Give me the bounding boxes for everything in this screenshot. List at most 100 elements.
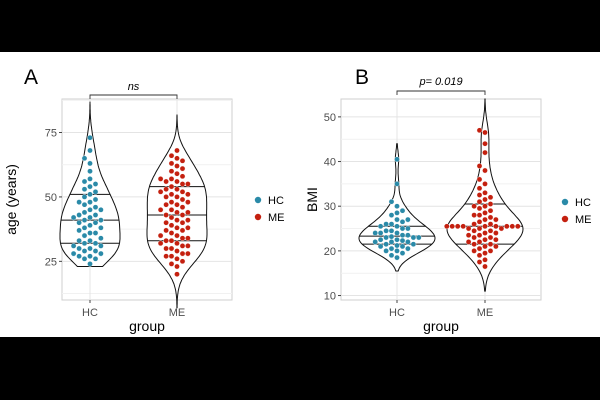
data-point-HC — [92, 181, 99, 187]
y-axis-title: age (years) — [3, 164, 19, 235]
data-point-HC — [92, 219, 99, 226]
x-tick-label: ME — [169, 307, 186, 319]
data-point-ME — [157, 188, 164, 195]
data-point-ME — [157, 206, 164, 213]
data-point-ME — [476, 163, 483, 169]
data-point-ME — [185, 217, 191, 223]
data-point-ME — [476, 127, 483, 134]
data-point-HC — [87, 253, 93, 259]
data-point-ME — [482, 210, 488, 216]
data-point-ME — [174, 201, 180, 208]
data-point-ME — [471, 227, 477, 234]
data-point-ME — [465, 225, 472, 232]
y-tick-label: 40 — [324, 157, 336, 169]
data-point-HC — [394, 254, 400, 261]
data-point-ME — [471, 221, 477, 227]
data-point-ME — [482, 181, 488, 187]
data-point-ME — [174, 194, 180, 200]
data-point-HC — [87, 134, 93, 141]
data-point-ME — [465, 232, 472, 238]
data-point-HC — [76, 219, 82, 226]
data-point-HC — [98, 224, 104, 231]
data-point-ME — [471, 203, 477, 209]
significance-label: p= 0.019 — [418, 76, 462, 88]
data-point-HC — [81, 178, 88, 185]
data-point-ME — [174, 255, 180, 262]
data-point-HC — [92, 230, 99, 236]
data-point-ME — [174, 163, 180, 169]
data-point-HC — [372, 239, 379, 245]
data-point-ME — [168, 168, 175, 174]
data-point-HC — [98, 243, 104, 249]
data-point-ME — [482, 140, 488, 147]
data-point-ME — [174, 248, 180, 254]
data-point-HC — [377, 223, 384, 230]
data-point-ME — [185, 243, 191, 249]
data-point-HC — [87, 191, 93, 198]
data-point-ME — [471, 241, 477, 247]
data-point-HC — [394, 242, 400, 249]
data-point-HC — [87, 245, 93, 252]
data-point-ME — [168, 183, 175, 190]
data-point-ME — [487, 234, 494, 241]
data-point-HC — [383, 234, 389, 241]
data-point-HC — [81, 209, 88, 216]
data-point-HC — [92, 248, 99, 254]
legend-label-HC: HC — [575, 197, 591, 209]
data-point-ME — [476, 198, 483, 205]
data-point-ME — [179, 181, 186, 187]
data-point-HC — [87, 237, 93, 244]
data-point-ME — [174, 147, 180, 154]
data-point-ME — [471, 212, 477, 218]
data-point-ME — [163, 194, 169, 200]
data-point-HC — [98, 250, 104, 257]
data-point-HC — [410, 234, 417, 241]
data-point-HC — [98, 206, 104, 213]
data-point-ME — [476, 192, 483, 198]
data-point-HC — [81, 194, 88, 200]
data-point-HC — [87, 206, 93, 213]
data-point-HC — [92, 240, 99, 247]
data-point-ME — [482, 250, 488, 256]
data-point-HC — [87, 168, 93, 174]
data-point-ME — [487, 207, 494, 214]
data-point-ME — [465, 239, 472, 245]
data-point-HC — [92, 204, 99, 210]
data-point-ME — [476, 239, 483, 245]
data-point-HC — [372, 230, 379, 236]
data-point-ME — [179, 196, 186, 203]
data-point-ME — [482, 129, 488, 136]
data-point-HC — [98, 217, 104, 223]
data-point-ME — [174, 217, 180, 223]
x-axis-title: group — [423, 318, 459, 334]
data-point-ME — [179, 250, 186, 257]
legend-label-ME: ME — [575, 214, 592, 226]
data-point-HC — [383, 227, 389, 234]
data-point-HC — [388, 198, 395, 205]
data-point-HC — [81, 248, 88, 254]
data-point-ME — [179, 243, 186, 249]
data-point-HC — [405, 216, 411, 223]
data-point-ME — [482, 167, 488, 174]
data-point-HC — [383, 241, 389, 247]
data-point-HC — [81, 186, 88, 192]
data-point-HC — [388, 233, 395, 240]
y-axis-title: BMI — [304, 187, 320, 212]
significance-label: ns — [128, 81, 140, 93]
data-point-HC — [399, 225, 406, 232]
data-point-HC — [87, 261, 93, 267]
data-point-HC — [399, 243, 406, 250]
figure-canvas: 25 50 75 HC ME group age (years) A ns HC ME 10 20 30 4… — [3, 66, 592, 334]
data-point-ME — [482, 230, 488, 236]
data-point-ME — [157, 240, 164, 247]
data-point-ME — [482, 203, 488, 209]
data-point-HC — [415, 234, 422, 241]
data-point-HC — [405, 225, 411, 232]
data-point-ME — [174, 240, 180, 247]
data-point-HC — [92, 255, 99, 262]
data-point-HC — [87, 176, 93, 182]
data-point-ME — [168, 253, 175, 259]
data-point-HC — [388, 212, 395, 218]
data-point-HC — [383, 221, 389, 227]
